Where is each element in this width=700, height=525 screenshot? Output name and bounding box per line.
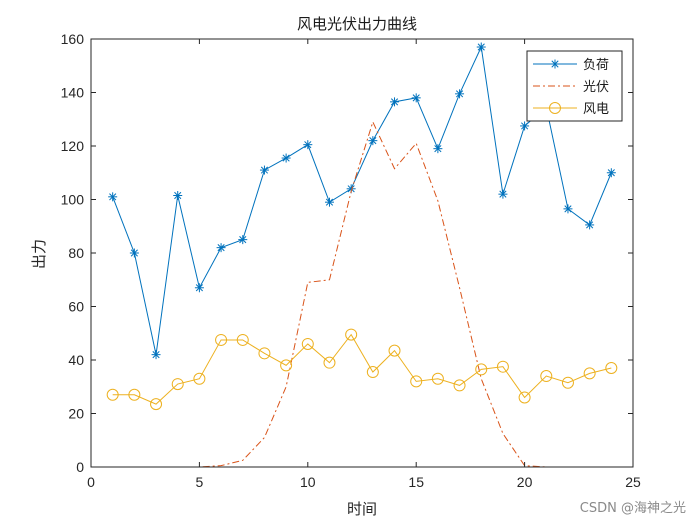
y-tick-label: 140 bbox=[61, 85, 85, 101]
data-point bbox=[346, 184, 356, 194]
data-point bbox=[561, 376, 574, 389]
data-point bbox=[563, 204, 573, 214]
y-tick-label: 100 bbox=[61, 192, 85, 208]
data-point bbox=[476, 42, 486, 52]
data-point bbox=[453, 379, 466, 392]
data-point bbox=[433, 144, 443, 154]
x-tick-label: 0 bbox=[87, 474, 95, 490]
data-point bbox=[258, 347, 271, 360]
data-point bbox=[281, 153, 291, 163]
legend-entry: 负荷 bbox=[533, 58, 609, 73]
data-point bbox=[520, 121, 530, 131]
series-line-2 bbox=[112, 120, 612, 468]
data-point bbox=[128, 388, 141, 401]
y-tick-label: 40 bbox=[68, 352, 84, 368]
data-point bbox=[173, 190, 183, 200]
legend-label: 风电 bbox=[583, 102, 609, 117]
data-point bbox=[194, 283, 204, 293]
x-tick-label: 15 bbox=[408, 474, 424, 490]
x-tick-label: 20 bbox=[517, 474, 533, 490]
y-tick-label: 60 bbox=[68, 299, 84, 315]
y-tick-label: 0 bbox=[76, 459, 84, 475]
data-point bbox=[216, 243, 226, 253]
data-point bbox=[475, 363, 488, 376]
data-point bbox=[605, 362, 618, 375]
data-point bbox=[606, 168, 616, 178]
y-axis-label: 出力 bbox=[30, 239, 48, 269]
legend-entry: 风电 bbox=[533, 102, 609, 117]
data-point bbox=[193, 372, 206, 385]
data-point bbox=[455, 89, 465, 99]
data-point bbox=[345, 328, 358, 341]
series-2 bbox=[112, 120, 612, 468]
data-point bbox=[236, 333, 249, 346]
data-point bbox=[585, 220, 595, 230]
x-tick-label: 25 bbox=[625, 474, 641, 490]
watermark: CSDN @海神之光 bbox=[579, 501, 686, 516]
legend-box bbox=[526, 50, 623, 122]
legend-label: 光伏 bbox=[583, 80, 609, 95]
data-point bbox=[368, 136, 378, 146]
legend-marker bbox=[549, 102, 561, 114]
series-layer bbox=[106, 42, 618, 468]
legend-marker bbox=[550, 59, 560, 69]
data-point bbox=[106, 388, 119, 401]
axes-layer: 0 5 10 15 20 25 0 20 40 60 80 100 120 140 160 bbox=[61, 31, 641, 490]
data-point bbox=[150, 398, 163, 411]
series-1 bbox=[108, 42, 616, 360]
data-point bbox=[390, 97, 400, 107]
data-point bbox=[171, 378, 184, 391]
data-point bbox=[411, 93, 421, 103]
data-point bbox=[151, 350, 161, 360]
data-point bbox=[303, 140, 313, 150]
data-point bbox=[323, 356, 336, 369]
y-tick-label: 80 bbox=[68, 245, 84, 261]
data-point bbox=[324, 197, 334, 207]
data-point bbox=[301, 337, 314, 350]
x-axis-label: 时间 bbox=[347, 500, 377, 518]
chart-title: 风电光伏出力曲线 bbox=[297, 15, 417, 33]
series-line-1 bbox=[112, 45, 612, 355]
data-point bbox=[238, 235, 248, 245]
data-point bbox=[410, 375, 423, 388]
data-point bbox=[366, 366, 379, 379]
data-point bbox=[540, 370, 553, 383]
x-tick-label: 5 bbox=[196, 474, 204, 490]
y-tick-label: 160 bbox=[61, 31, 85, 47]
data-point bbox=[498, 189, 508, 199]
data-point bbox=[215, 333, 228, 346]
data-point bbox=[431, 372, 444, 385]
data-point bbox=[280, 359, 293, 372]
y-tick-label: 20 bbox=[68, 406, 84, 422]
data-point bbox=[496, 360, 509, 373]
x-tick-label: 10 bbox=[300, 474, 316, 490]
legend-entry: 光伏 bbox=[533, 80, 609, 95]
data-point bbox=[108, 192, 118, 202]
data-point bbox=[259, 165, 269, 175]
data-point bbox=[388, 344, 401, 357]
y-tick-label: 120 bbox=[61, 138, 85, 154]
data-point bbox=[583, 367, 596, 380]
data-point bbox=[129, 248, 139, 258]
legend-label: 负荷 bbox=[583, 58, 609, 73]
data-point bbox=[518, 391, 531, 404]
series-3 bbox=[106, 328, 618, 411]
